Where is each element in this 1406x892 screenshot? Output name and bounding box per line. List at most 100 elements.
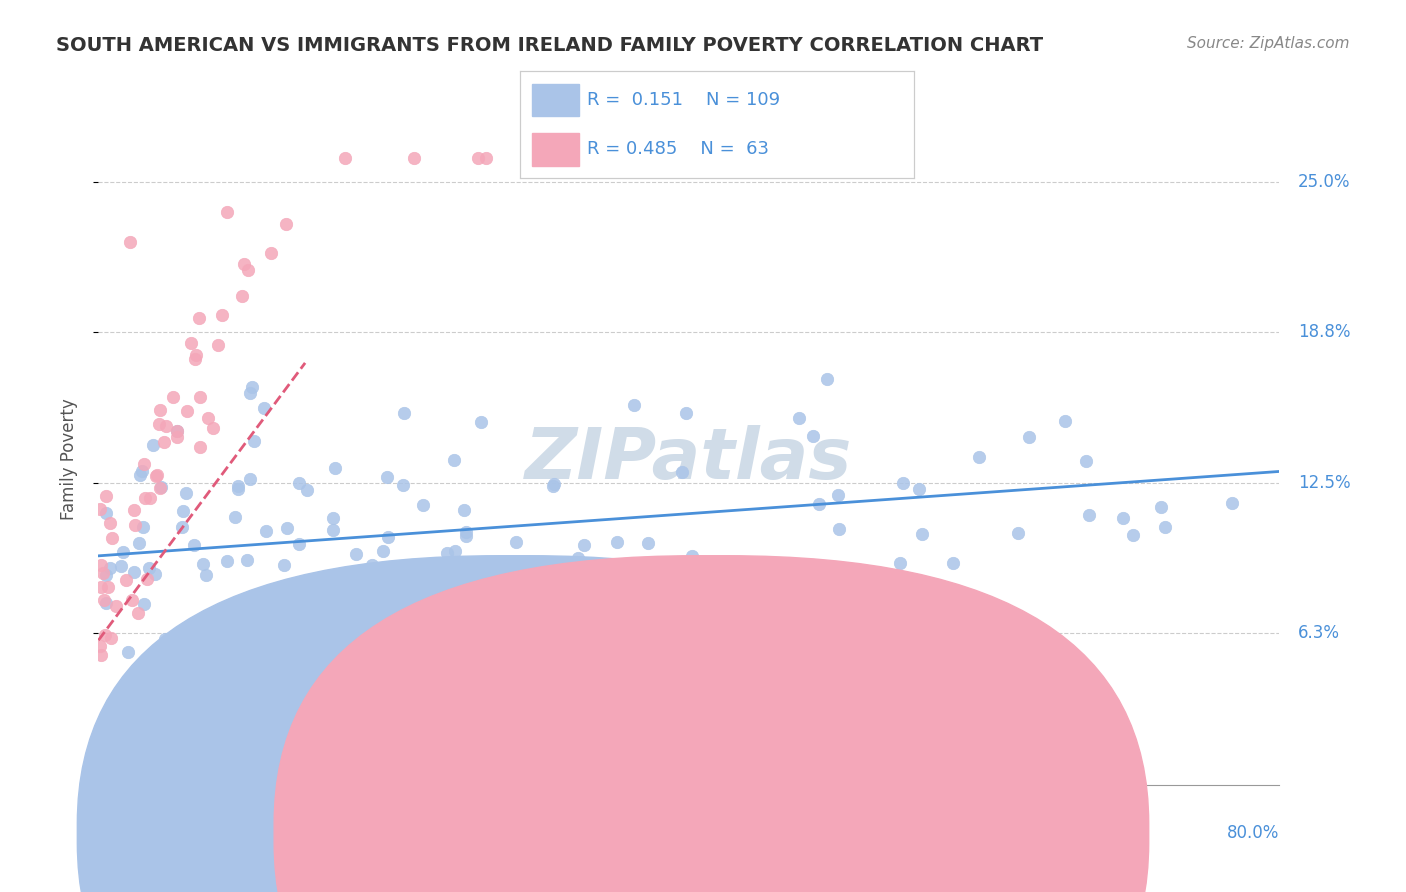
Point: [94, 506, 117, 520]
Point: [1018, 430, 1040, 444]
Point: [127, 606, 149, 620]
Point: [211, 308, 233, 322]
Point: [240, 380, 263, 394]
Point: [361, 558, 384, 572]
Point: [131, 464, 153, 478]
Point: [891, 476, 914, 491]
Point: [309, 651, 332, 665]
Point: [288, 537, 311, 551]
Point: [669, 556, 692, 570]
Point: [239, 472, 262, 486]
Point: [801, 429, 824, 443]
Point: [190, 440, 212, 454]
Point: [322, 523, 344, 537]
Point: [153, 435, 176, 450]
Point: [845, 151, 868, 165]
Point: [166, 430, 188, 444]
Point: [253, 401, 276, 415]
Point: [752, 151, 775, 165]
Point: [436, 546, 458, 560]
Bar: [531, 134, 579, 166]
Point: [418, 565, 440, 579]
Point: [373, 544, 395, 558]
Point: [655, 584, 678, 599]
Point: [194, 568, 217, 582]
Point: [633, 583, 655, 598]
Point: [404, 151, 426, 165]
Point: [787, 410, 810, 425]
Point: [505, 534, 527, 549]
Point: [942, 556, 965, 570]
Text: 12.5%: 12.5%: [1298, 475, 1351, 492]
Point: [470, 415, 492, 429]
Point: [101, 531, 124, 545]
Point: [166, 424, 188, 438]
Point: [807, 151, 830, 165]
Point: [115, 573, 138, 587]
Point: [456, 524, 478, 539]
Point: [443, 453, 465, 467]
Point: [98, 516, 121, 530]
Text: 6.3%: 6.3%: [1298, 624, 1340, 642]
Point: [671, 465, 693, 479]
Point: [276, 521, 298, 535]
Point: [453, 503, 475, 517]
Point: [621, 588, 644, 602]
Point: [145, 469, 167, 483]
Text: 0.0%: 0.0%: [98, 824, 141, 842]
Text: 80.0%: 80.0%: [1227, 824, 1279, 842]
Point: [94, 596, 117, 610]
Point: [183, 538, 205, 552]
Point: [322, 511, 344, 525]
Point: [149, 480, 172, 494]
Point: [149, 402, 172, 417]
Point: [193, 557, 215, 571]
Text: 25.0%: 25.0%: [1298, 173, 1351, 191]
Point: [184, 348, 207, 362]
Point: [541, 479, 564, 493]
Point: [232, 257, 254, 271]
Point: [231, 289, 253, 303]
Point: [180, 335, 202, 350]
Point: [94, 627, 117, 641]
Point: [172, 504, 194, 518]
Text: R = 0.485    N =  63: R = 0.485 N = 63: [588, 141, 769, 159]
Point: [226, 482, 249, 496]
Point: [1074, 454, 1097, 468]
Point: [236, 553, 259, 567]
Point: [889, 556, 911, 570]
Point: [162, 390, 184, 404]
Point: [91, 566, 114, 580]
Point: [166, 424, 188, 438]
Text: ZIPatlas: ZIPatlas: [526, 425, 852, 494]
Point: [129, 467, 152, 482]
Point: [146, 467, 169, 482]
Point: [1122, 527, 1144, 541]
Text: SOUTH AMERICAN VS IMMIGRANTS FROM IRELAND FAMILY POVERTY CORRELATION CHART: SOUTH AMERICAN VS IMMIGRANTS FROM IRELAN…: [56, 36, 1043, 54]
Point: [623, 398, 645, 412]
Point: [112, 545, 135, 559]
Point: [588, 590, 610, 604]
Point: [1220, 496, 1243, 510]
Point: [176, 404, 198, 418]
Point: [128, 536, 150, 550]
Point: [105, 599, 128, 613]
Point: [202, 421, 225, 435]
Point: [315, 706, 337, 720]
Point: [90, 558, 112, 572]
Point: [337, 584, 360, 599]
Point: [543, 476, 565, 491]
Point: [288, 476, 311, 491]
Point: [827, 522, 849, 536]
Point: [815, 372, 838, 386]
Point: [121, 592, 143, 607]
Point: [1078, 508, 1101, 522]
Point: [90, 648, 112, 662]
Point: [323, 461, 346, 475]
Point: [149, 481, 172, 495]
Point: [1007, 526, 1029, 541]
Bar: [531, 84, 579, 116]
Point: [197, 411, 219, 425]
Point: [207, 338, 229, 352]
Point: [911, 526, 934, 541]
